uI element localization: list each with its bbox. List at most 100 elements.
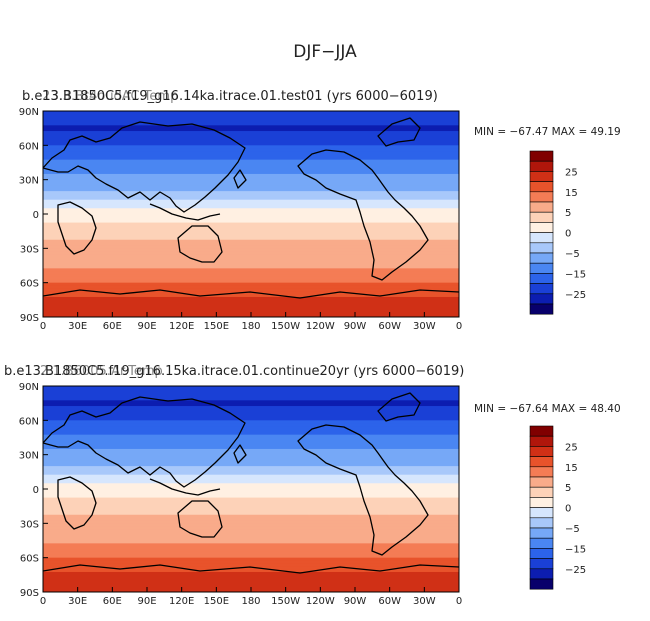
- y-tick-label: 0: [33, 210, 39, 221]
- zonal-band: [43, 580, 459, 585]
- x-tick-label: 150E: [204, 321, 229, 332]
- zonal-band: [43, 156, 459, 161]
- colorbar-cell: [529, 476, 554, 488]
- zonal-band: [43, 254, 459, 258]
- y-tick-label: 0: [33, 485, 39, 496]
- zonal-band: [43, 196, 459, 201]
- zonal-band: [43, 256, 459, 261]
- zonal-band: [43, 222, 459, 227]
- zonal-band: [43, 471, 459, 476]
- zonal-band: [43, 131, 459, 135]
- zonal-band: [43, 543, 459, 547]
- zonal-band: [43, 511, 459, 516]
- colorbar-cell: [529, 242, 554, 254]
- zonal-band: [43, 259, 459, 264]
- zonal-band: [43, 489, 459, 493]
- colorbar-cell: [529, 507, 554, 519]
- zonal-band: [43, 448, 459, 453]
- zonal-band: [43, 500, 459, 504]
- x-tick-label: 120W: [306, 321, 335, 332]
- zonal-band: [43, 251, 459, 255]
- colorbar-cell: [529, 548, 554, 559]
- zonal-band: [43, 245, 459, 249]
- zonal-band: [43, 497, 459, 502]
- panel-1-overlap-title: 23.3.Bt4oudAC.Temp: [42, 89, 178, 104]
- y-tick-label: 30S: [20, 519, 39, 530]
- colorbar-cell: [529, 517, 554, 529]
- colorbar-label: −25: [565, 290, 586, 301]
- zonal-band: [43, 408, 459, 413]
- colorbar-cell: [529, 466, 554, 478]
- zonal-band: [43, 205, 459, 209]
- zonal-band: [43, 420, 459, 424]
- zonal-band: [43, 171, 459, 175]
- zonal-band: [43, 136, 459, 141]
- panel-2-x-ticks: 0 30E 60E 90E 120E 150E 180 150W 120W 90W 60W 30W 0: [40, 587, 462, 607]
- colorbar-cell: [529, 283, 554, 295]
- zonal-band: [43, 523, 459, 527]
- colorbar-label: 15: [565, 463, 578, 474]
- colorbar-cell: [529, 425, 554, 437]
- colorbar-label: 0: [565, 504, 571, 515]
- x-tick-label: 90E: [137, 321, 156, 332]
- colorbar-cell: [529, 211, 554, 223]
- zonal-band: [43, 262, 459, 267]
- colorbar-cell: [529, 191, 554, 203]
- zonal-band: [43, 282, 459, 287]
- zonal-band: [43, 406, 459, 410]
- x-tick-label: 30E: [68, 596, 87, 607]
- zonal-band: [43, 517, 459, 522]
- zonal-band: [43, 294, 459, 298]
- x-tick-label: 150W: [271, 321, 300, 332]
- zonal-band: [43, 386, 459, 390]
- zonal-band: [43, 242, 459, 247]
- zonal-band: [43, 119, 459, 124]
- x-tick-label: 120E: [169, 596, 194, 607]
- zonal-band: [43, 145, 459, 149]
- zonal-band: [43, 265, 459, 269]
- zonal-band: [43, 437, 459, 441]
- zonal-band: [43, 228, 459, 232]
- x-tick-label: 90W: [344, 321, 367, 332]
- zonal-band: [43, 514, 459, 519]
- zonal-band: [43, 188, 459, 192]
- colorbar-cell: [529, 273, 554, 284]
- y-tick-label: 30S: [20, 244, 39, 255]
- x-tick-label: 30W: [413, 321, 436, 332]
- continent-outlines: [43, 392, 459, 574]
- panel-1-colorbar: [529, 150, 554, 315]
- zonal-band: [43, 400, 459, 404]
- zonal-band: [43, 202, 459, 207]
- zonal-band: [43, 279, 459, 284]
- colorbar-cell: [529, 578, 554, 590]
- x-tick-label: 150E: [204, 596, 229, 607]
- zonal-band: [43, 566, 459, 570]
- zonal-band: [43, 431, 459, 436]
- panel-2-stats: MIN = −67.64 MAX = 48.40: [474, 403, 621, 415]
- zonal-band: [43, 537, 459, 542]
- zonal-band: [43, 440, 459, 444]
- zonal-band: [43, 388, 459, 393]
- zonal-band: [43, 503, 459, 507]
- zonal-band: [43, 216, 459, 221]
- colorbar-cell: [529, 303, 554, 315]
- zonal-band: [43, 248, 459, 252]
- zonal-band: [43, 193, 459, 198]
- zonal-band: [43, 451, 459, 456]
- colorbar-cell: [529, 222, 554, 233]
- zonal-band: [43, 531, 459, 536]
- zonal-band: [43, 463, 459, 467]
- colorbar-label: −5: [565, 524, 580, 535]
- zonal-band: [43, 291, 459, 295]
- continent-outlines: [43, 117, 459, 299]
- zonal-band: [43, 302, 459, 307]
- colorbar-label: 15: [565, 188, 578, 199]
- x-tick-label: 180: [241, 596, 260, 607]
- panel-1-colorbar-labels: 25 15 5 0 −5 −15 −25: [565, 167, 586, 300]
- zonal-band: [43, 199, 459, 204]
- zonal-band: [43, 288, 459, 292]
- colorbar-cell: [529, 537, 554, 549]
- zonal-band: [43, 486, 459, 490]
- colorbar-label: 5: [565, 483, 571, 494]
- zonal-band: [43, 560, 459, 564]
